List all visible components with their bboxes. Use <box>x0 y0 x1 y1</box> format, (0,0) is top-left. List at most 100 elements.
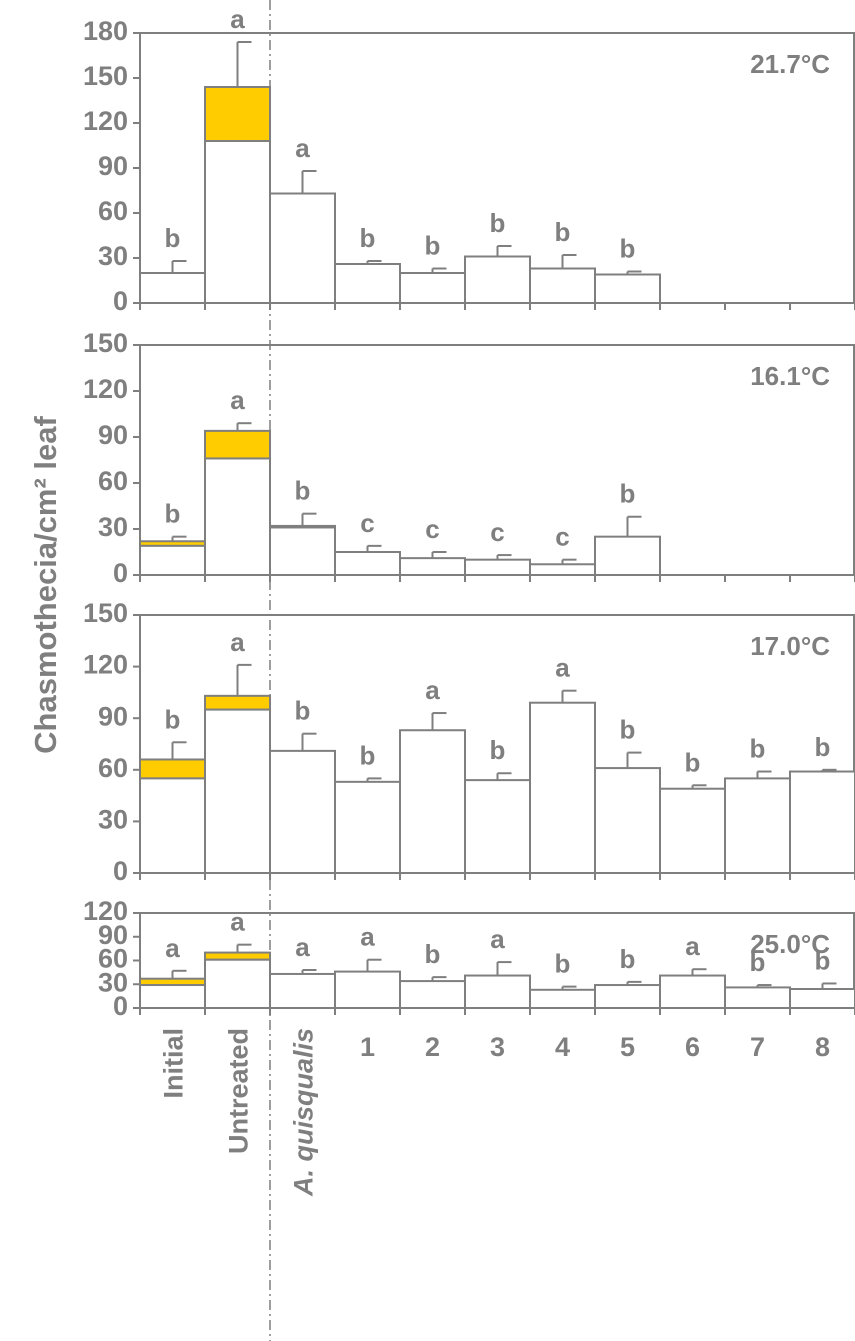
panel-temperature-label: 16.1°C <box>750 361 830 391</box>
bar-highlight-segment <box>139 758 206 780</box>
bar <box>139 272 206 304</box>
significance-letter: b <box>490 208 506 238</box>
y-tick-label: 90 <box>98 151 128 181</box>
bar <box>139 984 206 1010</box>
y-tick-label: 90 <box>98 920 128 950</box>
significance-letter: c <box>490 517 504 547</box>
bar <box>594 767 661 875</box>
category-label: 2 <box>425 1032 440 1062</box>
category-label: 4 <box>555 1032 570 1062</box>
bar <box>399 272 466 304</box>
category-label: Untreated <box>224 1028 254 1154</box>
bar <box>269 749 336 875</box>
y-tick-label: 180 <box>83 16 128 46</box>
significance-letter: b <box>685 747 701 777</box>
significance-letter: a <box>230 627 245 657</box>
y-tick-label: 0 <box>113 286 128 316</box>
significance-letter: b <box>750 734 766 764</box>
significance-letter: a <box>425 675 440 705</box>
y-tick-label: 30 <box>98 241 128 271</box>
y-tick-label: 30 <box>98 967 128 997</box>
category-labels: Initial Untreated A. quisqualis 1 2 3 4 5 6 7 8 <box>159 1028 831 1197</box>
bar-highlight-segment <box>204 951 271 961</box>
significance-letter: b <box>815 945 831 975</box>
bar <box>334 780 401 875</box>
bar <box>464 779 531 874</box>
bar <box>269 972 336 1009</box>
bar <box>204 958 271 1009</box>
significance-letter: b <box>620 715 636 745</box>
category-label: 1 <box>360 1032 375 1062</box>
y-tick-label: 30 <box>98 512 128 542</box>
chart-panel-3: 0 30 60 90 120 150 b a b b a b a b b b b 17.0°C <box>83 598 855 886</box>
significance-letter: c <box>425 514 439 544</box>
bar <box>269 192 336 304</box>
bar <box>594 273 661 304</box>
category-label: 8 <box>815 1032 830 1062</box>
y-tick-label: 150 <box>83 598 128 628</box>
significance-letter: c <box>555 522 569 552</box>
category-label: A. quisqualis <box>289 1028 319 1197</box>
y-tick-label: 120 <box>83 896 128 926</box>
category-label: 6 <box>685 1032 700 1062</box>
bar <box>399 729 466 874</box>
y-tick-label: 0 <box>113 856 128 886</box>
category-label: 3 <box>490 1032 505 1062</box>
significance-letter: a <box>360 922 375 952</box>
bar <box>464 558 531 577</box>
significance-letter: b <box>620 944 636 974</box>
significance-letter: b <box>360 223 376 253</box>
y-tick-label: 120 <box>83 650 128 680</box>
category-label: 7 <box>750 1032 765 1062</box>
bar <box>399 557 466 577</box>
bar <box>529 563 596 576</box>
significance-letter: b <box>295 696 311 726</box>
bar <box>334 263 401 304</box>
significance-letter: b <box>165 704 181 734</box>
significance-letter: b <box>425 231 441 261</box>
significance-letter: b <box>750 947 766 977</box>
panel-temperature-label: 21.7°C <box>750 49 830 79</box>
bar <box>464 255 531 304</box>
bar <box>269 526 336 577</box>
significance-letter: a <box>295 133 310 163</box>
significance-letter: b <box>165 223 181 253</box>
significance-letter: a <box>230 4 245 34</box>
bar <box>204 457 271 577</box>
bar <box>334 551 401 576</box>
bar <box>204 140 271 304</box>
bar <box>659 787 726 874</box>
bar <box>529 267 596 304</box>
bar-highlight-segment <box>204 694 271 711</box>
bar <box>464 974 531 1010</box>
significance-letter: a <box>685 931 700 961</box>
y-tick-label: 60 <box>98 466 128 496</box>
bar <box>139 777 206 875</box>
panel-temperature-label: 25.0°C <box>750 929 830 959</box>
bar <box>659 974 726 1010</box>
bar <box>594 535 661 577</box>
significance-letter: a <box>230 385 245 415</box>
y-tick-label: 120 <box>83 374 128 404</box>
bar <box>789 770 855 875</box>
y-tick-label: 0 <box>113 558 128 588</box>
significance-letter: a <box>295 932 310 962</box>
bar <box>529 988 596 1010</box>
significance-letter: c <box>360 508 374 538</box>
category-label: 5 <box>620 1032 635 1062</box>
bar-highlight-segment <box>204 86 271 142</box>
y-tick-label: 120 <box>83 106 128 136</box>
significance-letter: b <box>360 740 376 770</box>
significance-letter: b <box>295 476 311 506</box>
bar <box>529 701 596 874</box>
y-tick-label: 150 <box>83 328 128 358</box>
chart-panel-2: 0 30 60 90 120 150 b a b c c c c b 16.1°C <box>83 328 855 588</box>
significance-letter: b <box>425 939 441 969</box>
bar <box>724 986 791 1010</box>
bar <box>139 544 206 576</box>
bar <box>724 777 791 875</box>
y-tick-label: 150 <box>83 61 128 91</box>
